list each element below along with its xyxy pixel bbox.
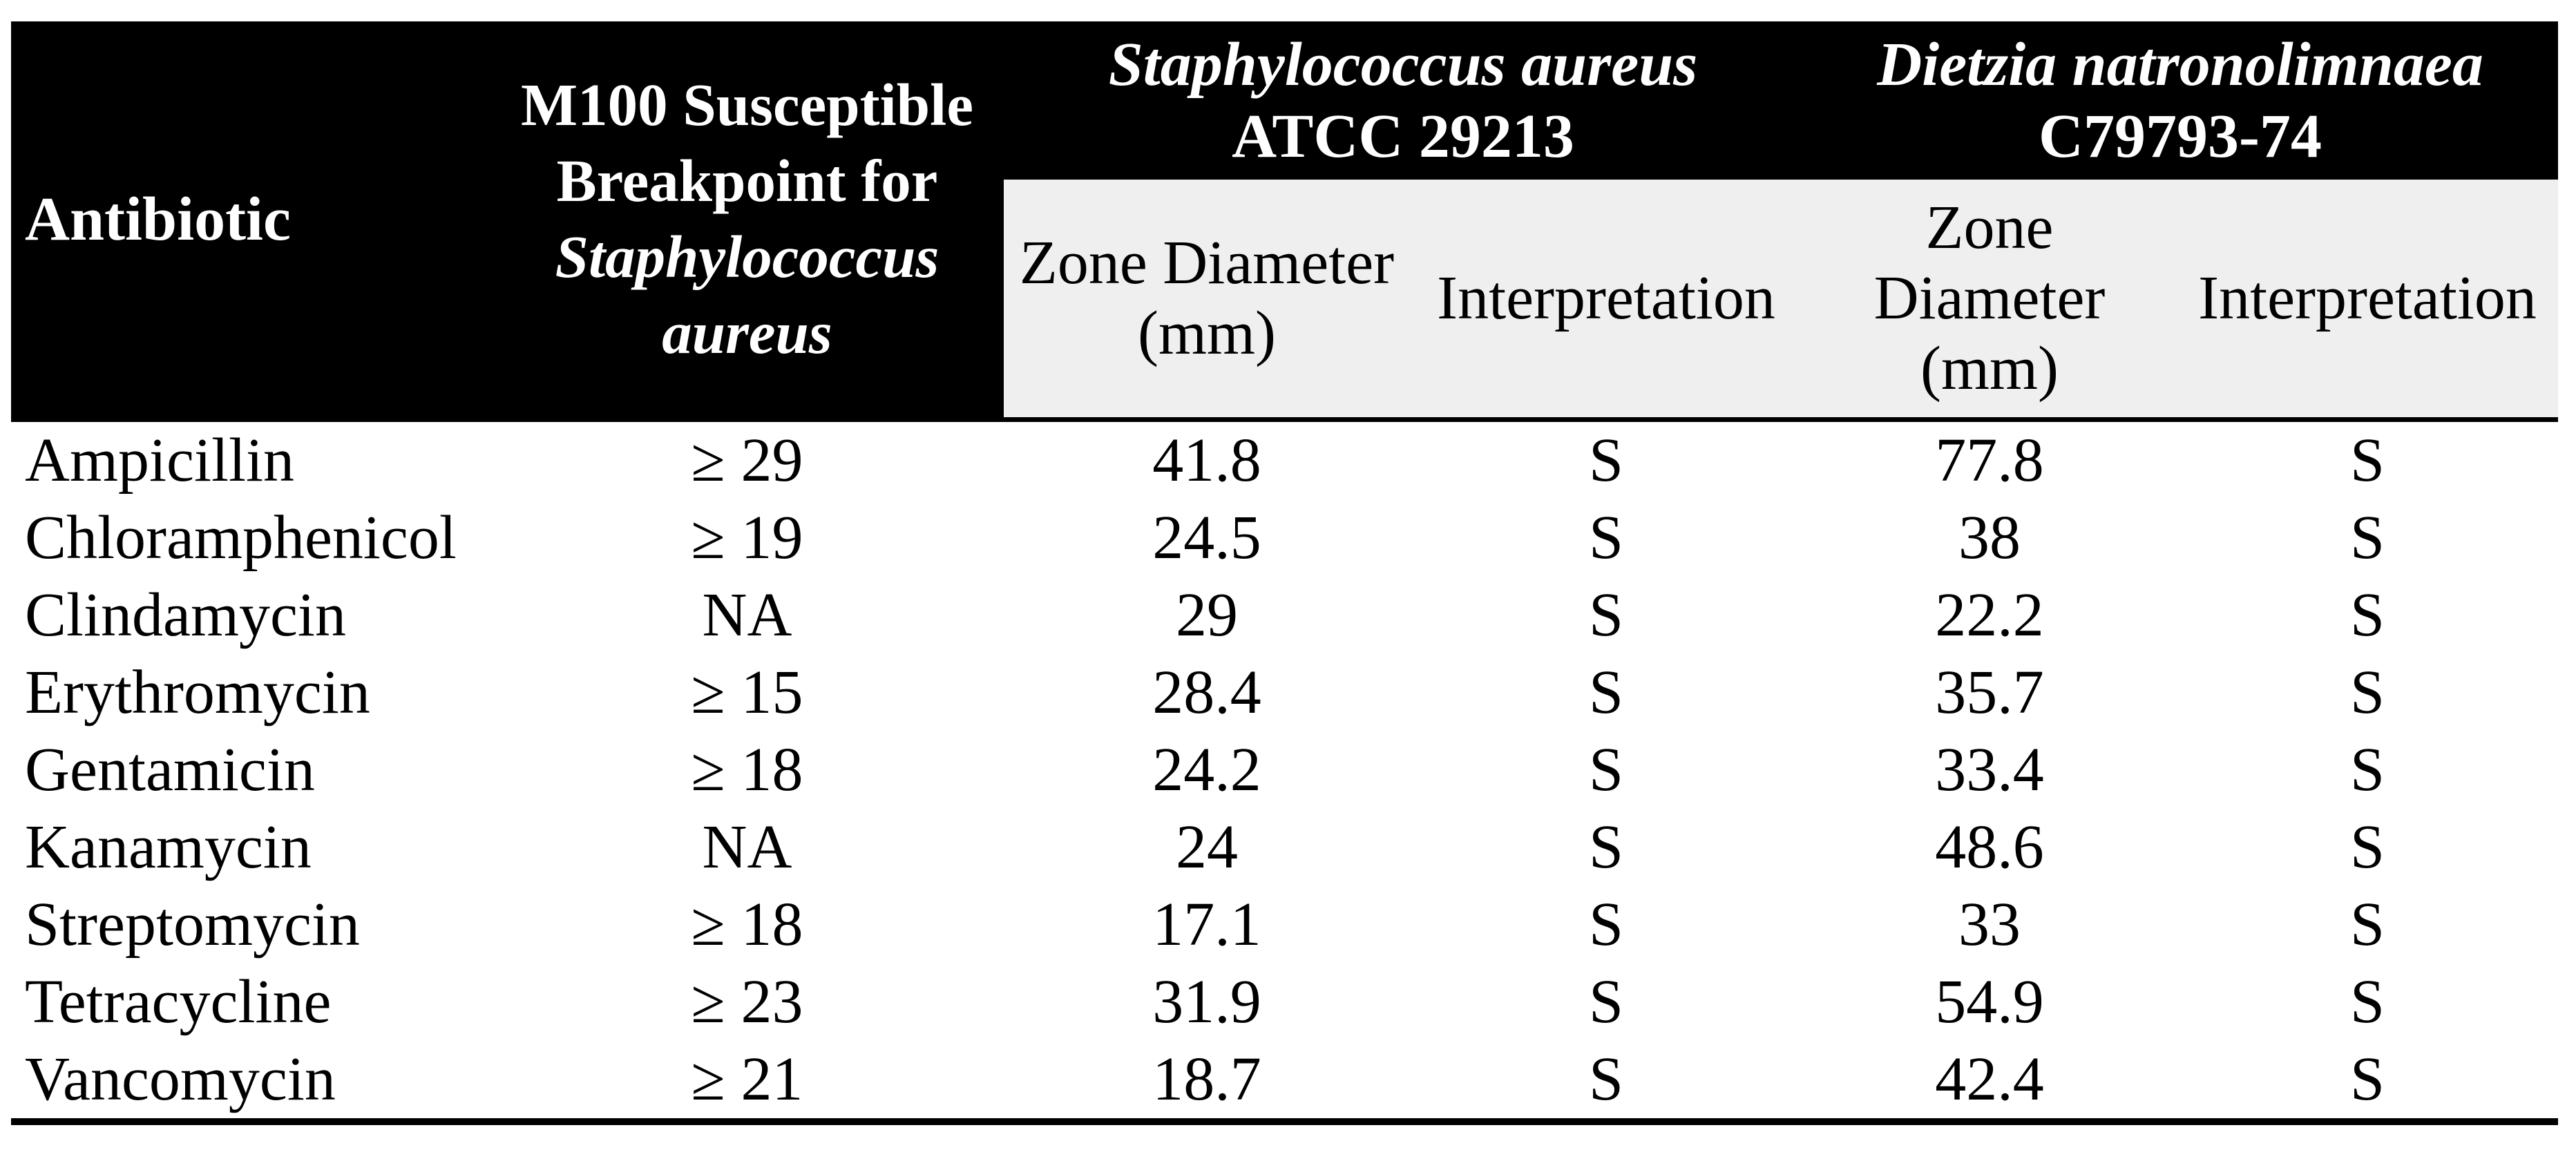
table-body: Ampicillin ≥ 29 41.8 S 77.8 S Chloramphe… — [11, 419, 2559, 1125]
cell-sa-interpretation: S — [1588, 503, 1624, 572]
dn-zone-line-2: Diameter — [1873, 263, 2106, 332]
header-group-dietzia: Dietzia natronolimnaea C79793-74 — [1802, 21, 2559, 180]
cell-dn-interpretation: S — [2349, 580, 2385, 649]
table-row: Erythromycin ≥ 15 28.4 S 35.7 S — [11, 654, 2558, 731]
cell-dn-interpretation: S — [2349, 812, 2385, 881]
subheader-dn-zone-diameter: Zone Diameter (mm) — [1802, 180, 2177, 422]
cell-sa-zone: 24.2 — [1152, 735, 1261, 804]
header-group-staphylococcus: Staphylococcus aureus ATCC 29213 — [1004, 21, 1802, 180]
cell-sa-zone: 18.7 — [1004, 1040, 1410, 1125]
cell-antibiotic: Vancomycin — [11, 1040, 490, 1125]
cell-sa-interpretation: S — [1588, 658, 1624, 727]
table-row: Chloramphenicol ≥ 19 24.5 S 38 S — [11, 499, 2558, 577]
table-row: Gentamicin ≥ 18 24.2 S 33.4 S — [11, 731, 2558, 809]
cell-antibiotic: Gentamicin — [25, 735, 315, 804]
group-dietzia-strain: C79793-74 — [2039, 102, 2322, 171]
cell-dn-zone: 48.6 — [1935, 812, 2044, 881]
cell-antibiotic: Clindamycin — [25, 580, 346, 649]
cell-dn-zone: 38 — [1958, 503, 2021, 572]
cell-sa-interpretation: S — [1588, 735, 1624, 804]
cell-antibiotic: Kanamycin — [25, 812, 312, 881]
cell-breakpoint: ≥ 21 — [490, 1040, 1004, 1125]
sa-zone-line-2: (mm) — [1138, 298, 1276, 367]
cell-dn-interpretation: S — [2349, 735, 2385, 804]
subheader-sa-zone-diameter: Zone Diameter (mm) — [1004, 180, 1410, 422]
cell-dn-zone: 42.4 — [1802, 1040, 2177, 1125]
cell-sa-zone: 24 — [1176, 812, 1238, 881]
group-staphylococcus-name: Staphylococcus aureus — [1108, 30, 1698, 99]
cell-dn-zone: 77.8 — [1935, 425, 2044, 495]
cell-breakpoint: ≥ 18 — [691, 735, 803, 804]
group-dietzia-name: Dietzia natronolimnaea — [1877, 30, 2483, 99]
cell-breakpoint: NA — [702, 580, 792, 649]
cell-antibiotic: Chloramphenicol — [25, 503, 457, 572]
cell-sa-interpretation: S — [1588, 425, 1624, 495]
cell-sa-zone: 41.8 — [1152, 425, 1261, 495]
cell-dn-interpretation: S — [2177, 1040, 2559, 1125]
breakpoint-line-1: M100 Susceptible — [521, 71, 973, 139]
breakpoint-line-2: Breakpoint for — [556, 147, 938, 215]
susceptibility-table: Antibiotic M100 Susceptible Breakpoint f… — [11, 21, 2559, 1125]
cell-breakpoint: ≥ 19 — [691, 503, 803, 572]
antibiotic-susceptibility-figure: Antibiotic M100 Susceptible Breakpoint f… — [0, 21, 2576, 1170]
table-row: Tetracycline ≥ 23 31.9 S 54.9 S — [11, 963, 2558, 1041]
cell-sa-zone: 17.1 — [1152, 890, 1261, 959]
cell-breakpoint: NA — [702, 812, 792, 881]
cell-sa-interpretation: S — [1588, 890, 1624, 959]
cell-breakpoint: ≥ 29 — [691, 425, 803, 495]
table-row: Vancomycin ≥ 21 18.7 S 42.4 S — [11, 1040, 2559, 1125]
cell-dn-interpretation: S — [2349, 967, 2385, 1036]
header-row-measures: Zone Diameter (mm) Interpretation Zone D… — [11, 180, 2559, 422]
cell-breakpoint: ≥ 15 — [691, 658, 803, 727]
table-row: Kanamycin NA 24 S 48.6 S — [11, 809, 2558, 886]
table-row: Clindamycin NA 29 S 22.2 S — [11, 577, 2558, 654]
table-header: Antibiotic M100 Susceptible Breakpoint f… — [11, 21, 2559, 422]
cell-dn-zone: 33.4 — [1935, 735, 2044, 804]
cell-antibiotic: Streptomycin — [25, 890, 360, 959]
cell-dn-zone: 54.9 — [1935, 967, 2044, 1036]
sa-zone-line-1: Zone Diameter — [1019, 228, 1395, 297]
header-breakpoint: M100 Susceptible Breakpoint for Staphylo… — [490, 21, 1004, 422]
cell-dn-interpretation: S — [2349, 425, 2385, 495]
breakpoint-species-line-1: Staphylococcus — [555, 223, 939, 291]
cell-dn-zone: 22.2 — [1935, 580, 2044, 649]
subheader-sa-interpretation: Interpretation — [1410, 180, 1802, 422]
subheader-dn-interpretation: Interpretation — [2177, 180, 2559, 422]
cell-dn-zone: 35.7 — [1935, 658, 2044, 727]
cell-sa-interpretation: S — [1588, 580, 1624, 649]
cell-sa-zone: 29 — [1176, 580, 1238, 649]
dn-zone-line-1: Zone — [1925, 193, 2054, 262]
cell-sa-interpretation: S — [1588, 967, 1624, 1036]
cell-dn-interpretation: S — [2349, 503, 2385, 572]
header-antibiotic: Antibiotic — [11, 21, 490, 422]
cell-sa-zone: 28.4 — [1152, 658, 1261, 727]
table-row: Streptomycin ≥ 18 17.1 S 33 S — [11, 886, 2558, 963]
cell-sa-zone: 24.5 — [1152, 503, 1261, 572]
cell-antibiotic: Ampicillin — [25, 425, 294, 495]
cell-dn-zone: 33 — [1958, 890, 2021, 959]
cell-dn-interpretation: S — [2349, 890, 2385, 959]
cell-antibiotic: Erythromycin — [25, 658, 370, 727]
cell-breakpoint: ≥ 23 — [691, 967, 803, 1036]
cell-breakpoint: ≥ 18 — [691, 890, 803, 959]
group-staphylococcus-strain: ATCC 29213 — [1232, 102, 1574, 171]
cell-antibiotic: Tetracycline — [25, 967, 332, 1036]
cell-dn-interpretation: S — [2349, 658, 2385, 727]
cell-sa-interpretation: S — [1588, 812, 1624, 881]
breakpoint-species-line-2: aureus — [662, 299, 832, 367]
header-row-groups: Antibiotic M100 Susceptible Breakpoint f… — [11, 21, 2559, 422]
table-row: Ampicillin ≥ 29 41.8 S 77.8 S — [11, 419, 2558, 499]
dn-zone-line-3: (mm) — [1920, 334, 2059, 403]
cell-sa-interpretation: S — [1410, 1040, 1802, 1125]
cell-sa-zone: 31.9 — [1152, 967, 1261, 1036]
